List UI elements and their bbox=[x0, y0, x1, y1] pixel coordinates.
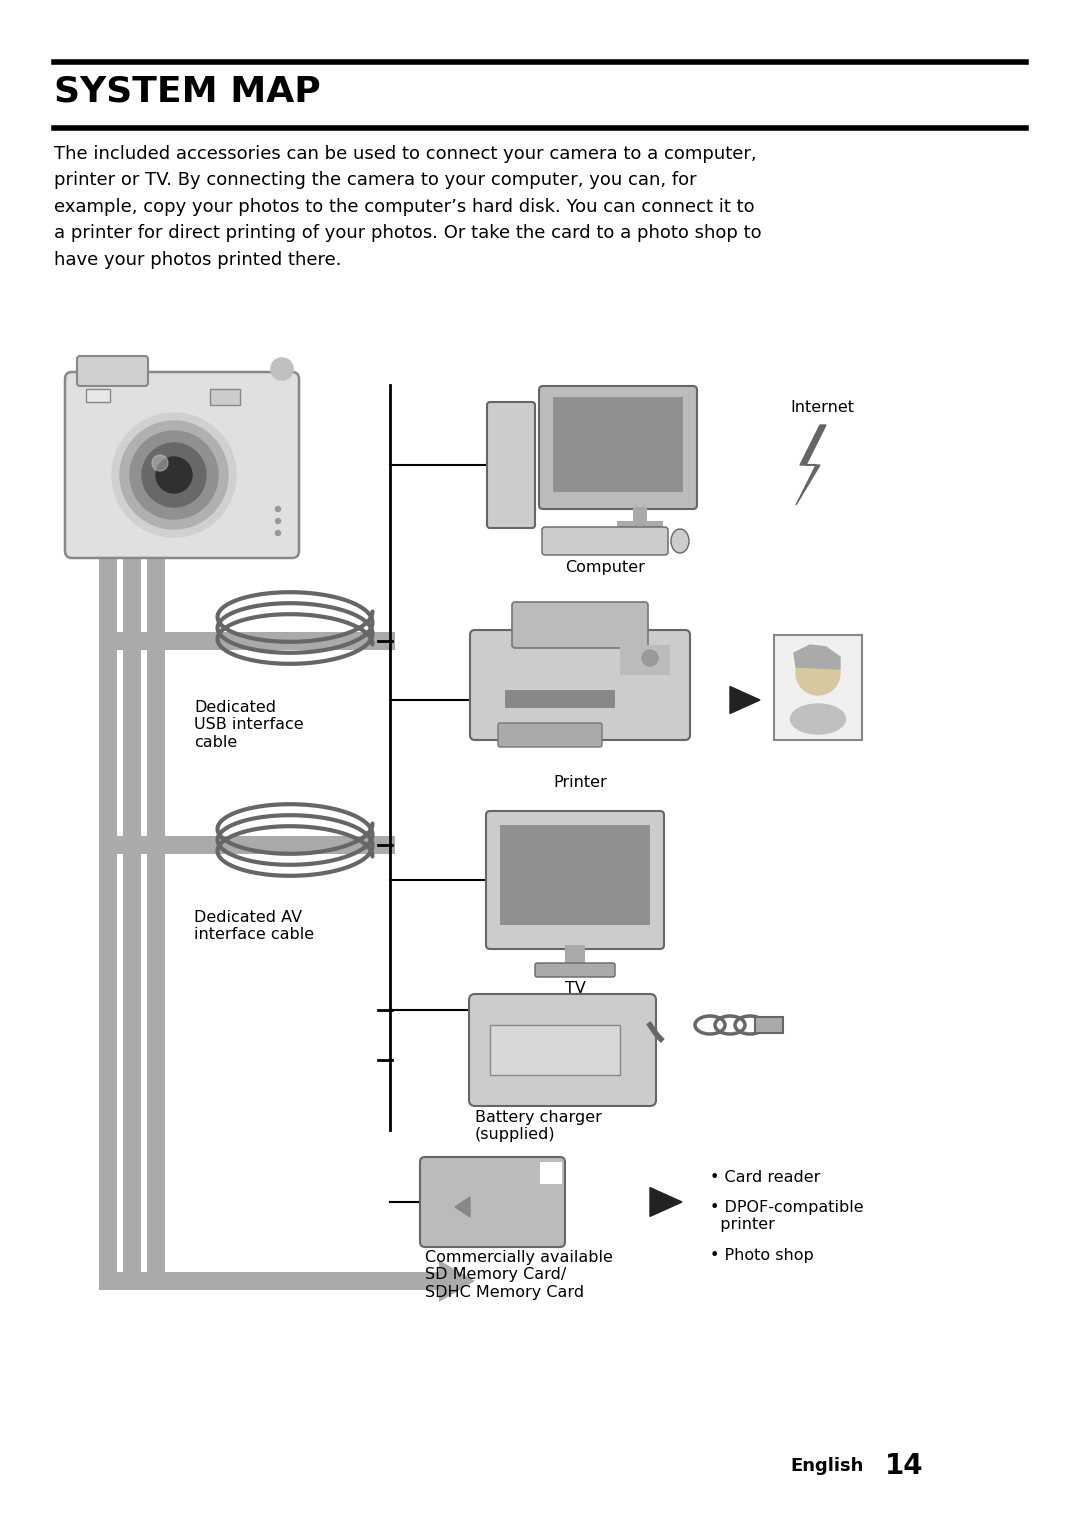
Bar bbox=[774, 634, 862, 741]
Polygon shape bbox=[730, 686, 760, 713]
Text: Dedicated AV
interface cable: Dedicated AV interface cable bbox=[194, 910, 314, 943]
Circle shape bbox=[271, 357, 293, 380]
FancyBboxPatch shape bbox=[512, 602, 648, 648]
Bar bbox=[755, 1018, 783, 1033]
Text: Computer: Computer bbox=[565, 560, 645, 575]
Circle shape bbox=[112, 414, 237, 537]
FancyBboxPatch shape bbox=[65, 373, 299, 558]
Text: Internet: Internet bbox=[789, 400, 854, 415]
Bar bbox=[617, 522, 663, 529]
Bar bbox=[553, 397, 683, 491]
Circle shape bbox=[275, 506, 281, 511]
FancyBboxPatch shape bbox=[77, 356, 148, 386]
Ellipse shape bbox=[671, 529, 689, 554]
Circle shape bbox=[796, 651, 840, 695]
Text: English: English bbox=[789, 1457, 863, 1475]
FancyBboxPatch shape bbox=[498, 722, 602, 747]
Bar bbox=[490, 1025, 620, 1075]
Bar bbox=[86, 389, 110, 402]
Text: SYSTEM MAP: SYSTEM MAP bbox=[54, 75, 321, 110]
Text: Commercially available
SD Memory Card/
SDHC Memory Card: Commercially available SD Memory Card/ S… bbox=[426, 1250, 612, 1300]
Bar bbox=[620, 645, 670, 675]
Bar bbox=[540, 1162, 562, 1183]
Bar bbox=[500, 824, 650, 925]
Bar bbox=[99, 548, 117, 1272]
Text: Printer: Printer bbox=[553, 776, 607, 789]
Text: • Card reader: • Card reader bbox=[710, 1170, 821, 1185]
Circle shape bbox=[275, 531, 281, 535]
Text: Battery charger
(supplied): Battery charger (supplied) bbox=[475, 1110, 602, 1142]
Polygon shape bbox=[438, 1259, 475, 1302]
Circle shape bbox=[120, 421, 228, 529]
Text: TV: TV bbox=[565, 981, 585, 996]
Circle shape bbox=[275, 519, 281, 523]
Circle shape bbox=[152, 455, 168, 472]
Circle shape bbox=[156, 456, 192, 493]
Text: The included accessories can be used to connect your camera to a computer,
print: The included accessories can be used to … bbox=[54, 144, 761, 269]
Ellipse shape bbox=[791, 704, 846, 735]
Text: 14: 14 bbox=[885, 1453, 923, 1480]
Circle shape bbox=[642, 649, 658, 666]
Bar bbox=[147, 548, 165, 1272]
Bar bbox=[633, 506, 647, 525]
Circle shape bbox=[130, 430, 218, 519]
Bar bbox=[210, 389, 240, 405]
FancyBboxPatch shape bbox=[469, 995, 656, 1106]
FancyBboxPatch shape bbox=[420, 1157, 565, 1247]
Bar bbox=[565, 945, 585, 967]
FancyBboxPatch shape bbox=[470, 630, 690, 741]
FancyBboxPatch shape bbox=[542, 526, 669, 555]
Bar bbox=[123, 548, 141, 1272]
FancyBboxPatch shape bbox=[486, 811, 664, 949]
Text: • Photo shop: • Photo shop bbox=[710, 1249, 813, 1262]
Text: • DPOF-compatible
  printer: • DPOF-compatible printer bbox=[710, 1200, 864, 1232]
FancyBboxPatch shape bbox=[487, 402, 535, 528]
FancyBboxPatch shape bbox=[539, 386, 697, 510]
Circle shape bbox=[141, 443, 206, 506]
Polygon shape bbox=[794, 645, 840, 669]
Bar bbox=[99, 1272, 438, 1290]
Bar bbox=[505, 691, 615, 707]
Polygon shape bbox=[796, 424, 826, 505]
FancyBboxPatch shape bbox=[535, 963, 615, 976]
Polygon shape bbox=[650, 1188, 681, 1217]
Polygon shape bbox=[455, 1197, 470, 1217]
Bar bbox=[99, 837, 395, 853]
Bar bbox=[99, 633, 395, 649]
Text: Dedicated
USB interface
cable: Dedicated USB interface cable bbox=[194, 700, 303, 750]
